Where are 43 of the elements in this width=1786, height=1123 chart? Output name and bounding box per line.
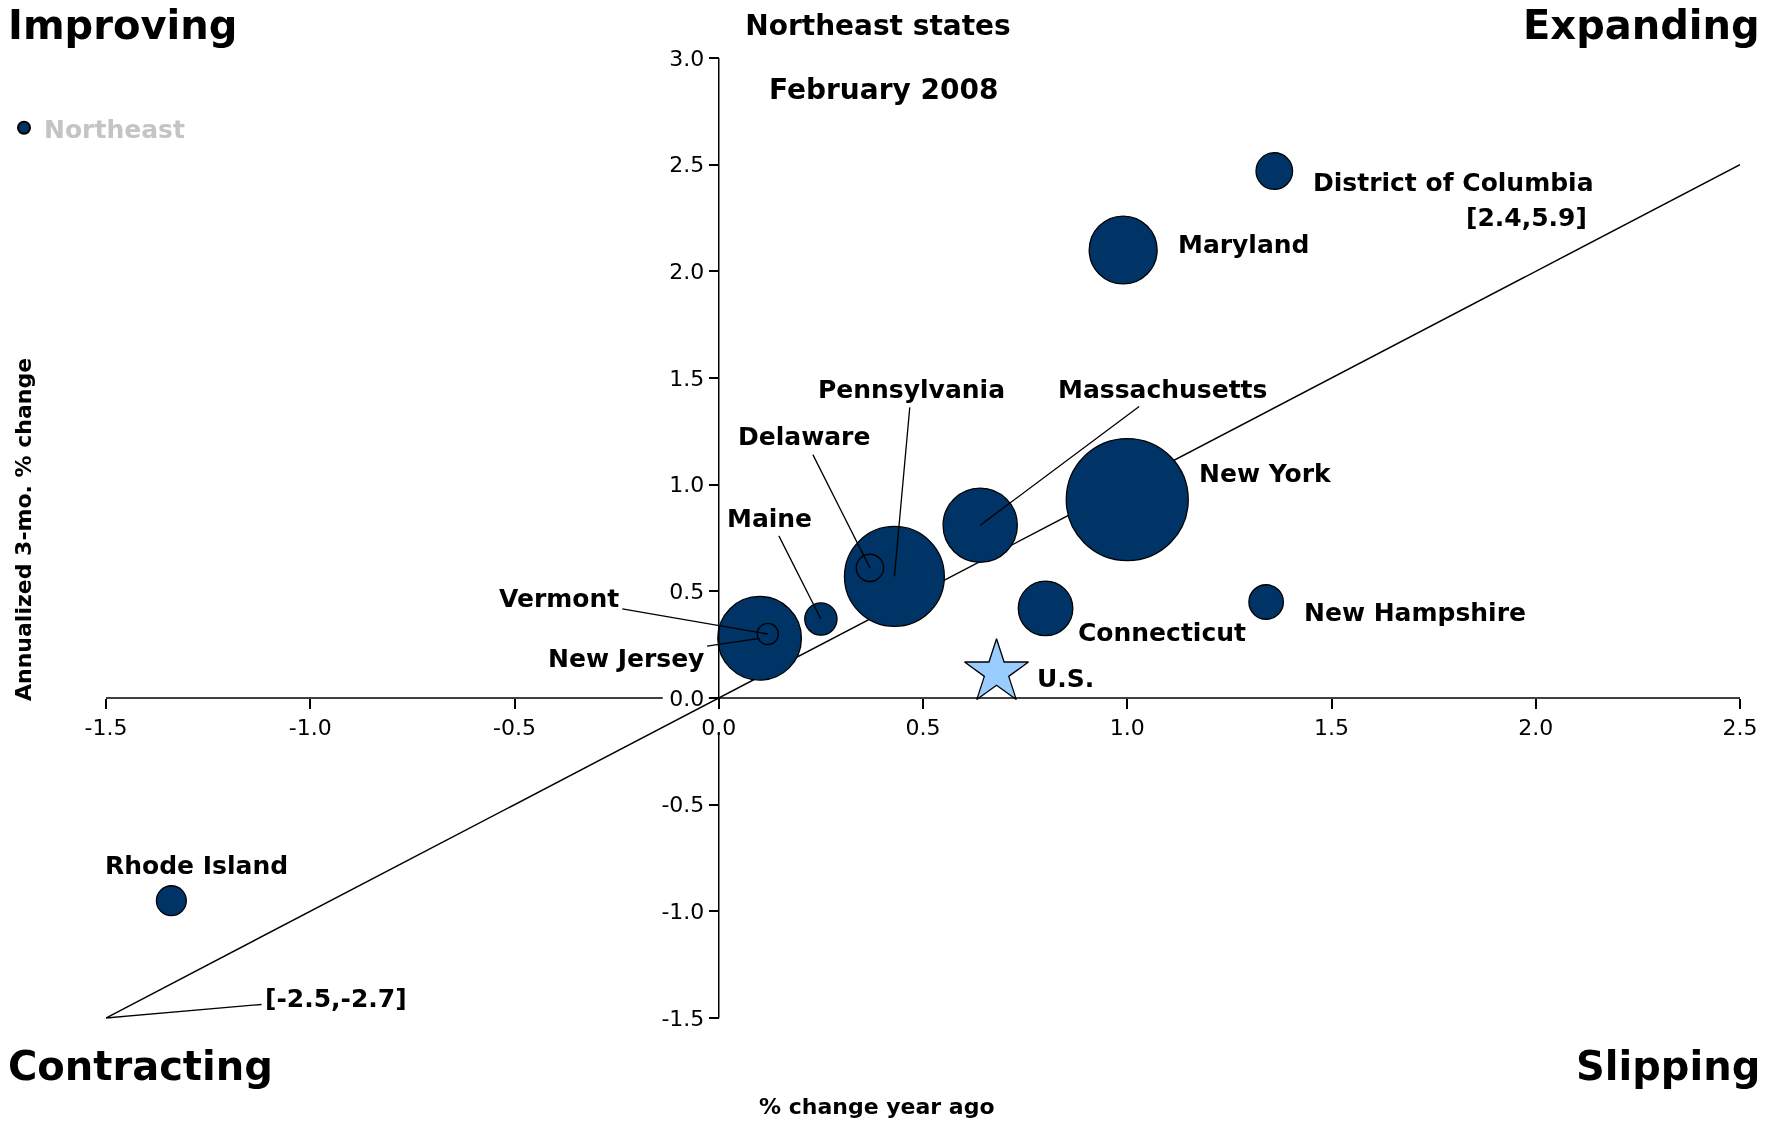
- annotation: U.S.: [1037, 664, 1095, 693]
- text: February 2008: [769, 73, 999, 106]
- x-tick-label: -1.0: [288, 715, 332, 741]
- chart-title: Northeast states: [745, 8, 1011, 42]
- y-tick-label: 0.0: [669, 685, 705, 711]
- text: Contracting: [8, 1043, 273, 1089]
- annotation: Maine: [727, 504, 813, 533]
- annotation: Massachusetts: [1058, 375, 1268, 404]
- y-tick-label: 2.5: [669, 152, 705, 178]
- y-tick-label: 2.0: [669, 259, 705, 285]
- annotation: District of Columbia: [1313, 168, 1594, 197]
- annotation: Rhode Island: [105, 851, 289, 880]
- y-tick-label: 3.0: [669, 45, 705, 71]
- annotation: [-2.5,-2.7]: [265, 984, 407, 1013]
- y-tick-label: -0.5: [661, 792, 705, 818]
- annotation: Pennsylvania: [818, 375, 1006, 404]
- annotation: Vermont: [499, 584, 620, 613]
- text: Expanding: [1523, 2, 1760, 48]
- annotation: New Hampshire: [1304, 598, 1526, 627]
- x-tick-label: 1.5: [1314, 715, 1349, 741]
- annotation: Connecticut: [1078, 618, 1247, 647]
- x-axis-title: % change year ago: [759, 1094, 995, 1119]
- y-tick-label: -1.0: [661, 899, 705, 925]
- y-tick-label: -1.5: [661, 1005, 705, 1031]
- x-tick-label: 1.0: [1109, 715, 1145, 741]
- text: Slipping: [1576, 1043, 1761, 1089]
- legend-label: Northeast: [44, 114, 185, 144]
- x-tick-label: 2.0: [1518, 715, 1554, 741]
- x-tick-label: 2.5: [1722, 715, 1758, 741]
- annotation: Maryland: [1178, 230, 1310, 259]
- x-tick-label: 0.0: [701, 715, 737, 741]
- y-tick-label: 1.0: [669, 472, 705, 498]
- text: Improving: [8, 2, 238, 48]
- y-axis-title: Annualized 3-mo. % change: [11, 357, 36, 701]
- annotation: [2.4,5.9]: [1466, 203, 1587, 232]
- annotation: New York: [1199, 459, 1332, 488]
- x-tick-label: -0.5: [493, 715, 536, 741]
- y-tick-label: 1.5: [669, 365, 705, 391]
- annotation: New Jersey: [548, 644, 705, 673]
- y-tick-label: 0.5: [669, 579, 705, 605]
- x-tick-label: -1.5: [84, 715, 128, 741]
- x-tick-label: 0.5: [905, 715, 941, 741]
- annotation: Delaware: [738, 422, 871, 451]
